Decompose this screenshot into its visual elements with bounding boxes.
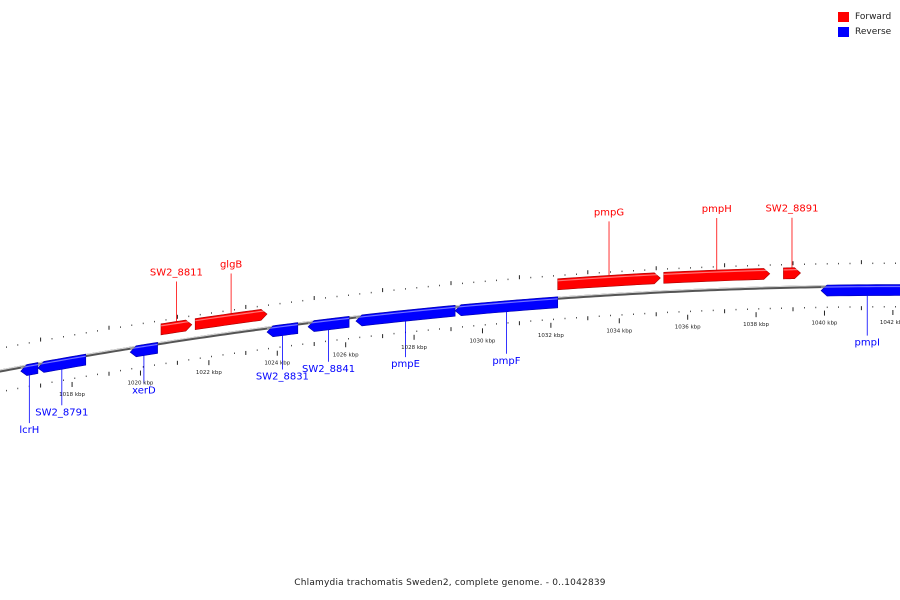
kbp-label: 1034 kbp (606, 328, 632, 334)
kbp-label: 1026 kbp (333, 352, 359, 358)
gene-labels: lcrHSW2_8791xerDSW2_8811glgBSW2_8831SW2_… (19, 204, 880, 436)
backbone-line (0, 284, 900, 373)
gene-label-pmpG[interactable]: pmpG (594, 207, 624, 218)
genome-backbone (0, 284, 900, 373)
gene-sheen (355, 306, 456, 319)
gene-label-SW2_8841[interactable]: SW2_8841 (302, 364, 355, 375)
legend-reverse[interactable]: Reverse (838, 24, 891, 39)
gene-sheen (663, 269, 770, 275)
kbp-label: 1030 kbp (470, 338, 496, 344)
kbp-label: 1028 kbp (401, 345, 427, 351)
gene-label-SW2_8891[interactable]: SW2_8891 (765, 204, 818, 215)
reverse-swatch (838, 26, 849, 37)
kbp-label: 1038 kbp (743, 322, 769, 328)
backbone-highlight (0, 284, 900, 371)
genome-title: Chlamydia trachomatis Sweden2, complete … (294, 578, 606, 588)
legend-forward[interactable]: Forward (838, 9, 891, 24)
gene-sheen (821, 285, 900, 288)
legend: Forward Reverse (838, 9, 891, 39)
gene-sheen (307, 317, 350, 324)
kbp-label: 1020 kbp (128, 381, 154, 387)
gene-sheen (455, 298, 558, 308)
kbp-label: 1022 kbp (196, 370, 222, 376)
gene-SW2_8811[interactable] (160, 319, 193, 336)
gene-SW2_8831[interactable] (266, 322, 299, 338)
gene-pmpI[interactable] (820, 284, 900, 297)
kbp-label: 1024 kbp (264, 361, 290, 367)
gene-glgB[interactable] (194, 309, 268, 331)
gene-sheen (160, 320, 192, 327)
kbp-label: 1018 kbp (59, 392, 85, 398)
gene-label-glgB[interactable]: glgB (220, 259, 242, 270)
gene-pmpG[interactable] (557, 272, 661, 291)
gene-xerD[interactable] (129, 342, 158, 358)
gene-label-lcrH[interactable]: lcrH (19, 425, 39, 436)
gene-label-pmpE[interactable]: pmpE (391, 359, 420, 370)
gene-SW2_8841[interactable] (307, 316, 350, 332)
gene-pmpF[interactable] (454, 296, 559, 317)
legend-forward-label: Forward (855, 11, 892, 22)
gene-label-xerD[interactable]: xerD (132, 386, 156, 397)
kbp-label: 1042 kbp (880, 320, 900, 326)
gene-label-pmpI[interactable]: pmpI (855, 338, 880, 349)
forward-swatch (838, 11, 849, 22)
gene-SW2_8891[interactable] (783, 267, 801, 280)
kbp-label: 1036 kbp (675, 325, 701, 331)
gene-sheen (195, 309, 268, 322)
gene-label-SW2_8811[interactable]: SW2_8811 (150, 267, 203, 278)
genes (20, 267, 900, 376)
gene-sheen (37, 355, 86, 366)
kbp-scale: 1018 kbp 1020 kbp 1022 kbp 1024 kbp 1026 kbp… (59, 310, 900, 398)
legend-reverse-label: Reverse (855, 26, 892, 37)
gene-label-SW2_8831[interactable]: SW2_8831 (256, 372, 309, 383)
tick-marks (6, 260, 896, 392)
gene-label-pmpF[interactable]: pmpF (492, 356, 520, 367)
gene-pmpH[interactable] (663, 268, 771, 284)
gene-sheen (266, 323, 298, 330)
gene-sheen (557, 273, 661, 282)
gene-label-pmpH[interactable]: pmpH (702, 204, 732, 215)
kbp-label: 1032 kbp (538, 333, 564, 339)
kbp-label: 1040 kbp (812, 321, 838, 327)
gene-sheen (20, 363, 38, 369)
gene-label-SW2_8791[interactable]: SW2_8791 (35, 407, 88, 418)
gene-sheen (130, 343, 158, 350)
gene-SW2_8791[interactable] (37, 353, 87, 373)
